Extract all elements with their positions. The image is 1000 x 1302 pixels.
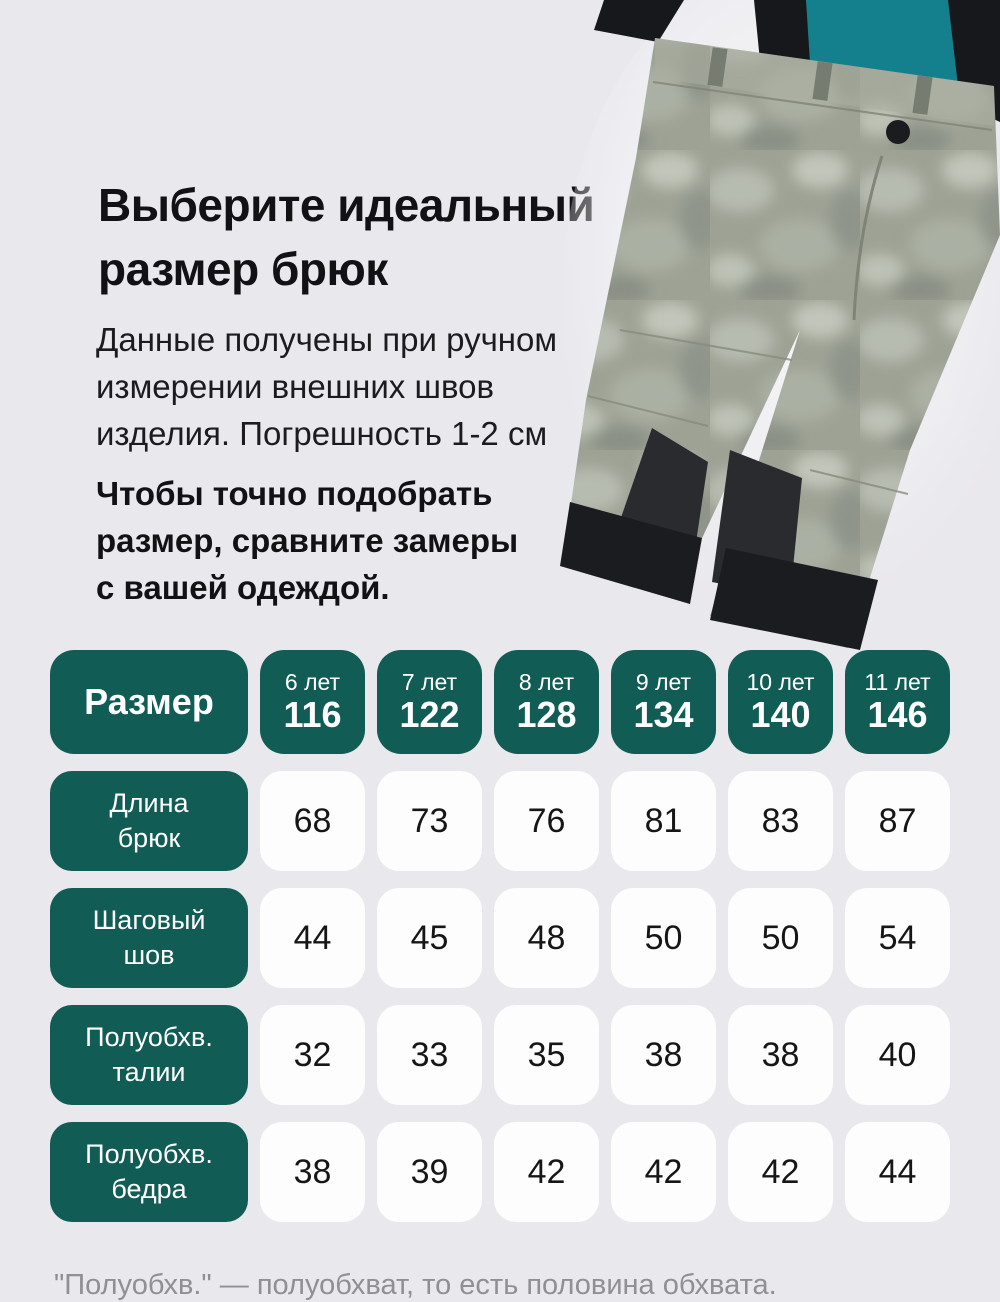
table-value-cell: 42 [611,1122,716,1222]
table-value-cell: 45 [377,888,482,988]
row-label: Полуобхв. талии [50,1005,248,1105]
column-header-146: 11 лет 146 [845,650,950,754]
table-value-cell: 44 [260,888,365,988]
column-height-label: 116 [283,694,342,736]
column-height-label: 128 [516,694,577,736]
table-value-cell: 42 [494,1122,599,1222]
row-label: Шаговый шов [50,888,248,988]
column-header-128: 8 лет 128 [494,650,599,754]
page-title: Выберите идеальный размер брюк [98,178,595,296]
table-value-cell: 76 [494,771,599,871]
table-value-cell: 68 [260,771,365,871]
waist-button [886,120,910,144]
belt-loops [707,47,933,115]
table-value-cell: 48 [494,888,599,988]
table-value-cell: 38 [260,1122,365,1222]
table-value-cell: 39 [377,1122,482,1222]
column-header-134: 9 лет 134 [611,650,716,754]
table-value-cell: 40 [845,1005,950,1105]
column-age-label: 9 лет [635,668,692,695]
size-table: Размер 6 лет 116 7 лет 122 8 лет 128 9 лет 134 10… [50,650,950,1222]
table-value-cell: 33 [377,1005,482,1105]
table-value-cell: 54 [845,888,950,988]
table-value-cell: 42 [728,1122,833,1222]
table-value-cell: 81 [611,771,716,871]
leg-seams [587,329,909,495]
table-value-cell: 38 [611,1005,716,1105]
column-age-label: 7 лет [401,668,458,695]
measurement-description: Данные получены при ручном измерении вне… [96,321,558,453]
table-value-cell: 35 [494,1005,599,1105]
column-header-116: 6 лет 116 [260,650,365,754]
suspender-strap-left [594,0,684,42]
row-label: Длина брюк [50,771,248,871]
column-height-label: 146 [867,694,928,736]
table-value-cell: 32 [260,1005,365,1105]
pants-photo [560,0,1000,650]
table-value-cell: 50 [611,888,716,988]
waistband-stitch [652,81,993,131]
table-value-cell: 38 [728,1005,833,1105]
column-height-label: 122 [399,694,460,736]
fitting-advice: Чтобы точно подобрать размер, сравните з… [96,475,519,607]
column-height-label: 140 [750,694,811,736]
column-age-label: 8 лет [518,668,575,695]
column-age-label: 6 лет [284,668,341,695]
table-corner-size-label: Размер [50,650,248,754]
table-value-cell: 50 [728,888,833,988]
cuff-right [710,548,878,650]
table-value-cell: 44 [845,1122,950,1222]
cuff-left [560,502,702,604]
column-age-label: 11 лет [864,668,931,695]
column-height-label: 134 [633,694,694,736]
table-value-cell: 83 [728,771,833,871]
table-value-cell: 87 [845,771,950,871]
footnote: "Полуобхв." — полуобхват, то есть полови… [54,1269,777,1301]
row-label: Полуобхв. бедра [50,1122,248,1222]
column-header-122: 7 лет 122 [377,650,482,754]
table-value-cell: 73 [377,771,482,871]
column-age-label: 10 лет [746,668,815,695]
column-header-140: 10 лет 140 [728,650,833,754]
fly-seam [852,155,884,321]
